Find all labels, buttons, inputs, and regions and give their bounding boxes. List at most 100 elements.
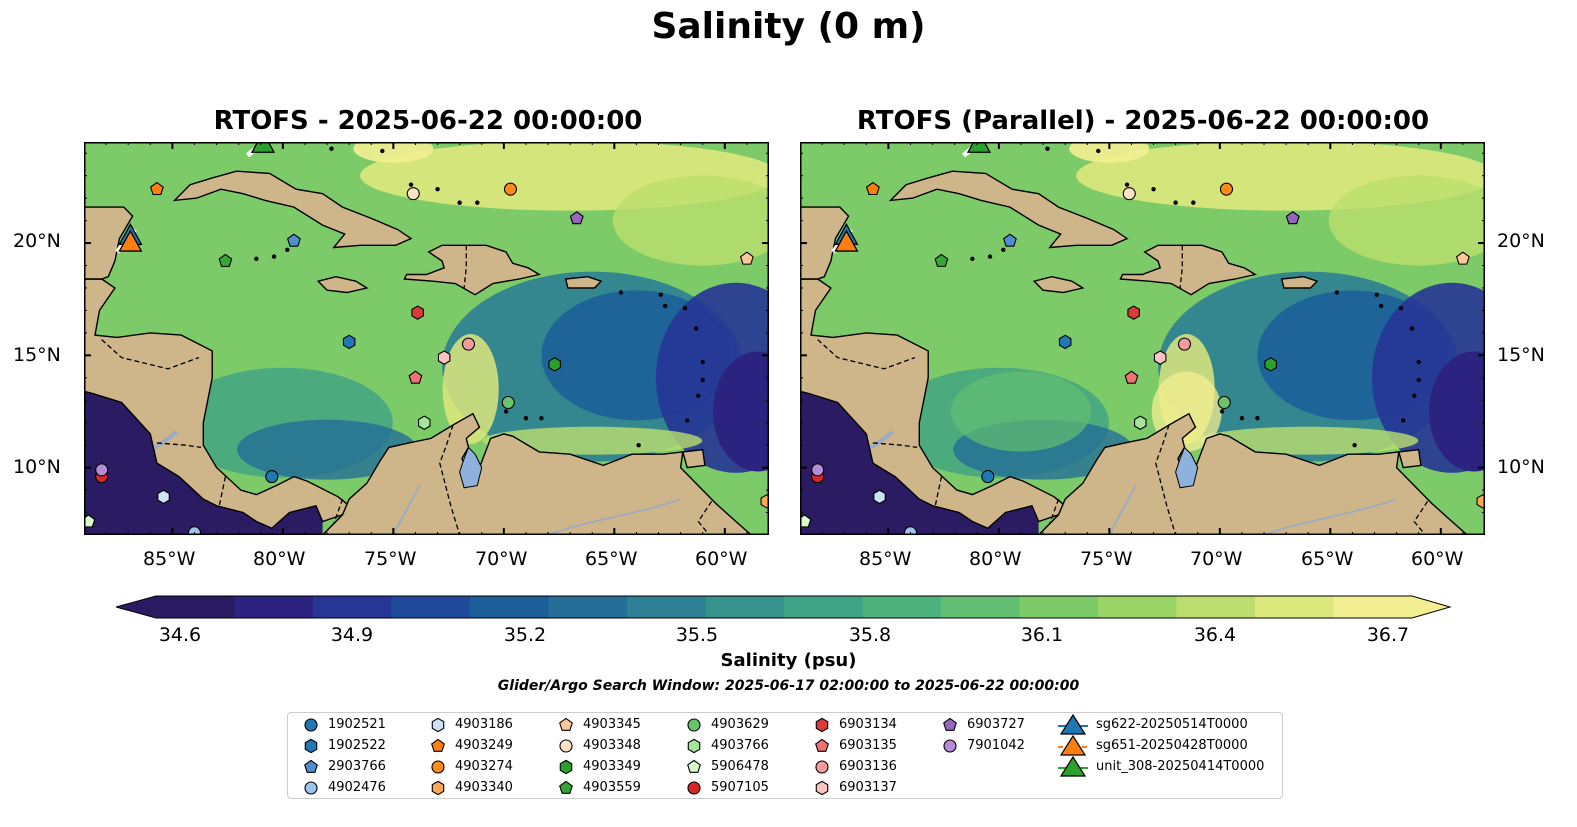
float-marker (1264, 357, 1277, 372)
island (1045, 146, 1050, 151)
legend-marker (431, 717, 445, 732)
salinity-field (237, 419, 418, 480)
colorbar-segment (705, 596, 785, 618)
lake-nicaragua (153, 430, 179, 450)
island (970, 256, 975, 261)
legend-label: 4903340 (455, 780, 513, 795)
island (503, 409, 509, 414)
float-marker (739, 251, 754, 265)
country-border (1413, 500, 1429, 535)
lake-nicaragua (869, 430, 895, 450)
legend-item: 1902522 (302, 735, 386, 756)
float-marker (265, 470, 279, 484)
country-border (934, 476, 943, 509)
salinity-field (1198, 426, 1419, 455)
legend-item: 4903340 (429, 777, 513, 798)
island (1096, 148, 1101, 154)
legend-marker (304, 738, 318, 753)
float-marker (760, 494, 769, 509)
island (693, 326, 699, 331)
colorbar-tick-label: 34.6 (158, 624, 202, 646)
lon-tick-label: 60°W (1411, 548, 1464, 570)
float-marker (1217, 395, 1231, 410)
legend-item: 6903137 (813, 777, 897, 798)
legend-marker (304, 717, 318, 732)
float-marker (418, 415, 431, 430)
float-marker (157, 489, 170, 505)
colorbar-segment (1019, 596, 1099, 618)
legend-marker (559, 717, 573, 731)
legend-item: 4903629 (685, 714, 769, 735)
float-marker (1002, 233, 1017, 247)
legend-item: 4903348 (557, 735, 641, 756)
colorbar-segment (1333, 596, 1413, 618)
land-hispaniola (1119, 244, 1258, 296)
float-marker (1124, 370, 1139, 384)
country-border (333, 498, 344, 524)
legend-marker (559, 738, 573, 753)
river (547, 498, 681, 535)
legend-marker (431, 738, 445, 752)
colorbar-tick-label: 36.4 (1193, 624, 1237, 646)
island (1239, 416, 1245, 421)
colorbar-segment (627, 596, 706, 618)
island (1401, 418, 1406, 423)
island (662, 303, 668, 309)
legend-marker (1059, 713, 1087, 735)
legend-label: 6903134 (839, 717, 897, 732)
legend: 1902521 1902522 2903766 4902476 4903186 49032… (287, 712, 1283, 799)
legend-item: 4903559 (557, 777, 641, 798)
island (636, 442, 641, 448)
lat-tick-label: 10°N (1497, 456, 1545, 478)
island (1409, 326, 1415, 331)
legend-label: unit_308-20250414T0000 (1096, 759, 1265, 774)
salinity-field (442, 334, 499, 445)
legend-label: 1902521 (328, 717, 386, 732)
float-marker (501, 395, 515, 410)
float-marker (1285, 211, 1300, 225)
island (1416, 377, 1421, 383)
legend-label: 4902476 (328, 780, 386, 795)
country-border (218, 476, 227, 509)
island (254, 256, 259, 261)
colorbar-extend-max (1412, 596, 1450, 618)
float-marker (1177, 337, 1192, 351)
legend-item: 6903135 (813, 735, 897, 756)
land-puerto-rico (564, 275, 603, 289)
lat-tick-label: 10°N (13, 456, 61, 478)
float-marker (84, 514, 96, 528)
legend-label: 7901042 (967, 738, 1025, 753)
colorbar-segment (470, 596, 549, 618)
lon-tick-label: 70°W (1190, 548, 1243, 570)
land-jamaica (316, 275, 369, 294)
legend-label: 4903629 (711, 717, 769, 732)
island (1352, 442, 1357, 448)
legend-item: unit_308-20250414T0000 (1058, 755, 1265, 777)
island (685, 418, 690, 423)
land-central-america (800, 278, 1067, 530)
colorbar-segment (156, 596, 235, 618)
land-yucatan (800, 206, 850, 280)
legend-item: 7901042 (941, 735, 1025, 756)
legend-label: 4903766 (711, 738, 769, 753)
land-central-america (84, 278, 351, 530)
legend-marker (815, 759, 829, 774)
island (380, 148, 385, 154)
colorbar-segment (1176, 596, 1256, 618)
float-marker (286, 233, 301, 247)
float-marker (218, 253, 233, 267)
legend-label: 6903727 (967, 717, 1025, 732)
legend-label: 5907105 (711, 780, 769, 795)
float-marker (865, 181, 880, 196)
legend-label: 4903348 (583, 738, 641, 753)
land-hispaniola (403, 244, 542, 296)
island (1124, 182, 1130, 187)
country-border (697, 500, 713, 535)
lon-tick-label: 85°W (143, 548, 196, 570)
legend-label: 4903274 (455, 759, 513, 774)
legend-item: 4903349 (557, 756, 641, 777)
country-border (101, 339, 200, 370)
salinity-field (1428, 351, 1485, 472)
lat-tick-label: 20°N (13, 230, 61, 252)
river (1108, 485, 1137, 535)
